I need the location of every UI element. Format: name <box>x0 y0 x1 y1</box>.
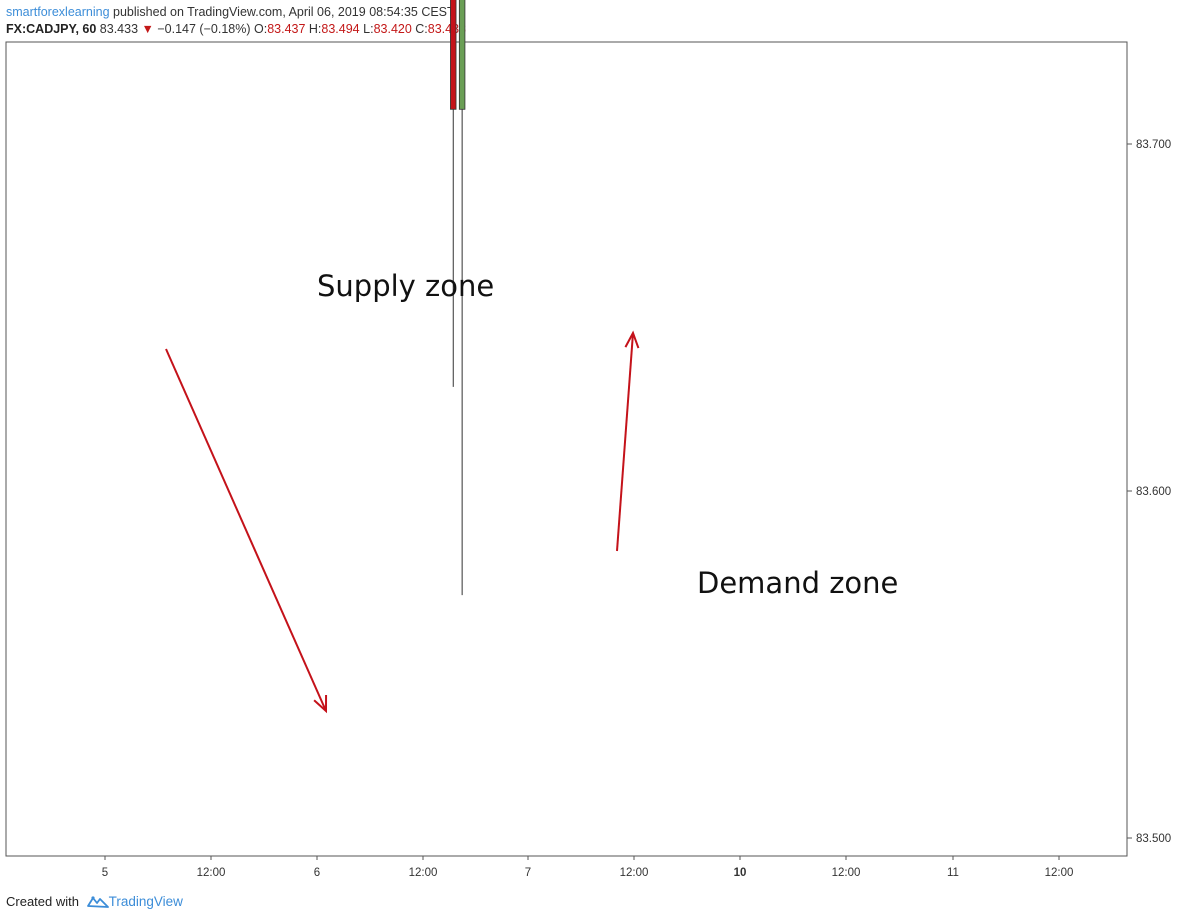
price-axis: 85.70085.60085.50085.40085.30085.20085.1… <box>1127 139 1171 845</box>
author-link[interactable]: smartforexlearning <box>6 5 110 19</box>
demand-zone-label: Demand zone <box>697 566 898 600</box>
close-label: C: <box>415 22 428 36</box>
up-arrow <box>616 330 640 552</box>
time-tick-label: 12:00 <box>832 867 861 879</box>
candle <box>450 0 457 387</box>
candles-layer <box>450 0 466 596</box>
price-change: −0.147 (−0.18%) <box>157 22 251 36</box>
time-tick-label: 12:00 <box>620 867 649 879</box>
close-value: 83.433 <box>427 22 467 36</box>
low-label: L: <box>363 22 374 36</box>
supply-zone-label: Supply zone <box>317 269 494 303</box>
open-label: O: <box>253 22 268 36</box>
down-arrow <box>165 348 328 714</box>
symbol-label: FX:CADJPY, 60 <box>6 22 97 36</box>
arrowhead <box>313 694 328 714</box>
time-tick-label: 11 <box>947 867 959 879</box>
candle-body <box>450 0 457 110</box>
candle-body <box>458 0 466 110</box>
last-price: 83.433 <box>99 22 139 36</box>
candle <box>458 0 466 596</box>
arrow-line <box>616 332 634 552</box>
open-value: 83.437 <box>267 22 306 36</box>
time-tick-label: 10 <box>734 867 747 879</box>
price-tick-label: 83.700 <box>1136 139 1171 151</box>
time-tick-label: 12:00 <box>1045 867 1074 879</box>
time-tick-label: 6 <box>314 867 320 879</box>
time-axis: 5 12:00 6 12:00 7 12:00 10 12:00 11 12:00 <box>102 856 1074 879</box>
down-triangle-icon: ▼ <box>141 22 154 36</box>
time-tick-label: 12:00 <box>197 867 226 879</box>
price-tick-label: 83.500 <box>1136 833 1171 845</box>
symbol-info: FX:CADJPY, 60 83.433 ▼ −0.147 (−0.18%) O… <box>6 22 466 36</box>
tradingview-logo-icon <box>86 895 109 912</box>
low-value: 83.420 <box>373 22 412 36</box>
time-tick-label: 7 <box>525 867 531 879</box>
high-label: H: <box>308 22 322 36</box>
plot-frame <box>5 41 1128 857</box>
price-tick-label: 83.600 <box>1136 486 1171 498</box>
arrow-line <box>165 348 327 712</box>
arrowhead <box>624 330 640 349</box>
publish-info: smartforexlearning published on TradingV… <box>6 5 455 19</box>
footer: Created with TradingView <box>6 894 183 912</box>
created-with-text: Created with <box>6 894 79 909</box>
time-tick-label: 5 <box>102 867 108 879</box>
high-value: 83.494 <box>321 22 360 36</box>
tradingview-brand-link[interactable]: TradingView <box>108 894 183 909</box>
time-tick-label: 12:00 <box>409 867 438 879</box>
published-text: published on TradingView.com, April 06, … <box>113 5 455 19</box>
